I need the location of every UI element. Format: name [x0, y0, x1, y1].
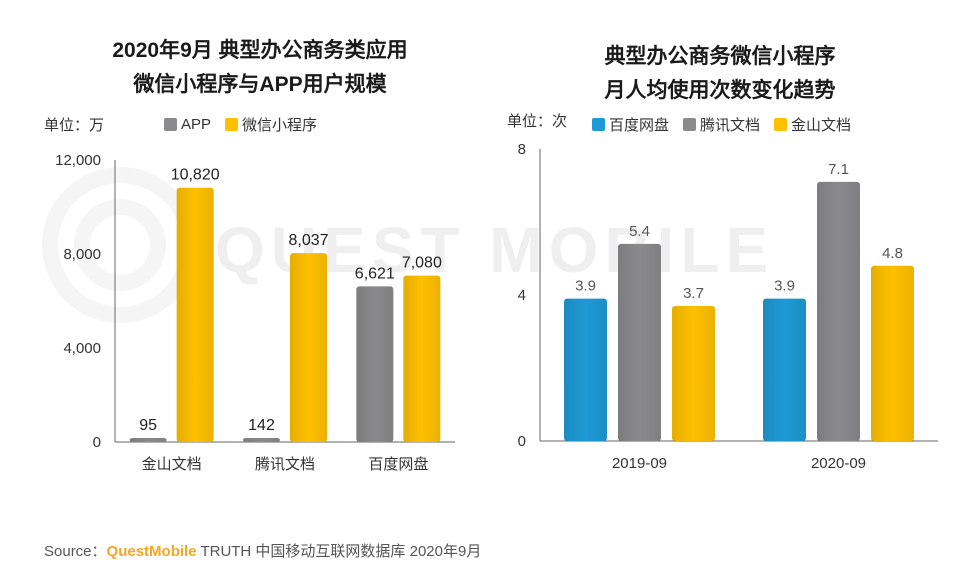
bar — [243, 438, 280, 442]
y-tick-label: 0 — [518, 433, 526, 450]
right-chart-title: 典型办公商务微信小程序 月人均使用次数变化趋势 — [530, 40, 910, 108]
y-tick-label: 8,000 — [63, 246, 101, 263]
data-label: 3.9 — [774, 278, 795, 295]
right-bar-chart: 0 4 8 3.9 5.4 3.7 2019-09 3.9 7.1 4.8 2020-09 — [518, 141, 938, 472]
x-tick-label: 2019-09 — [612, 455, 667, 472]
bar — [176, 187, 214, 442]
legend-swatch-app — [164, 118, 177, 131]
left-unit-label: 单位：万 — [44, 117, 105, 134]
right-title-line1: 典型办公商务微信小程序 — [604, 45, 836, 68]
x-tick-label: 金山文档 — [142, 456, 202, 473]
x-tick-label: 腾讯文档 — [255, 456, 315, 473]
legend-item-baidu: 百度网盘 — [592, 114, 669, 135]
legend-swatch-tencent — [683, 118, 697, 131]
legend-label-baidu: 百度网盘 — [609, 117, 670, 134]
source-prefix: Source： — [44, 543, 107, 560]
bar — [618, 243, 661, 441]
right-legend: 百度网盘 腾讯文档 金山文档 — [592, 114, 865, 135]
source-rest: TRUTH 中国移动互联网数据库 2020年9月 — [196, 543, 482, 560]
data-label: 3.9 — [575, 278, 596, 295]
data-label: 10,820 — [171, 167, 220, 184]
data-label: 7,080 — [402, 255, 442, 272]
legend-label-miniprogram: 微信小程序 — [242, 117, 318, 134]
right-unit-label: 单位：次 — [507, 113, 568, 130]
bar — [403, 275, 441, 442]
legend-label-kingsoft: 金山文档 — [791, 117, 852, 134]
bar — [129, 438, 167, 442]
legend-label-tencent: 腾讯文档 — [700, 117, 761, 134]
legend-item-app: APP — [164, 116, 211, 133]
data-label: 95 — [139, 417, 157, 434]
data-label: 142 — [248, 417, 275, 434]
y-tick-label: 4 — [518, 287, 526, 304]
data-label: 6,621 — [355, 265, 395, 282]
legend-label-app: APP — [181, 116, 212, 133]
left-title-line1: 2020年9月 典型办公商务类应用 — [112, 39, 408, 62]
legend-swatch-baidu — [592, 118, 605, 131]
bar — [356, 286, 394, 442]
bar — [763, 298, 806, 441]
bar — [672, 305, 715, 441]
y-tick-label: 4,000 — [63, 340, 101, 357]
data-label: 5.4 — [629, 223, 650, 240]
y-tick-label: 0 — [93, 434, 101, 451]
left-bar-chart: 0 4,000 8,000 12,000 95 10,820 金山文档 142 8,037 腾讯文… — [55, 152, 455, 473]
legend-item-tencent: 腾讯文档 — [683, 114, 760, 135]
bar — [290, 253, 327, 442]
left-title-line2: 微信小程序与APP用户规模 — [133, 73, 387, 96]
y-tick-label: 8 — [518, 141, 526, 158]
bar — [564, 298, 607, 441]
legend-item-miniprogram: 微信小程序 — [225, 114, 317, 135]
legend-item-kingsoft: 金山文档 — [774, 114, 851, 135]
data-label: 3.7 — [683, 285, 704, 302]
bar — [817, 181, 860, 441]
bar — [871, 265, 914, 441]
y-tick-label: 12,000 — [55, 152, 101, 169]
source-footer: Source：QuestMobile TRUTH 中国移动互联网数据库 2020… — [44, 540, 481, 561]
legend-swatch-kingsoft — [774, 118, 788, 131]
left-chart-title: 2020年9月 典型办公商务类应用 微信小程序与APP用户规模 — [60, 34, 460, 102]
left-legend: APP 微信小程序 — [164, 114, 331, 135]
source-brand: QuestMobile — [106, 543, 197, 560]
data-label: 8,037 — [288, 232, 328, 249]
legend-swatch-miniprogram — [225, 118, 239, 131]
x-tick-label: 百度网盘 — [368, 455, 428, 473]
data-label: 4.8 — [882, 245, 903, 262]
data-label: 7.1 — [828, 161, 849, 178]
x-tick-label: 2020-09 — [811, 455, 866, 472]
right-title-line2: 月人均使用次数变化趋势 — [604, 79, 836, 102]
